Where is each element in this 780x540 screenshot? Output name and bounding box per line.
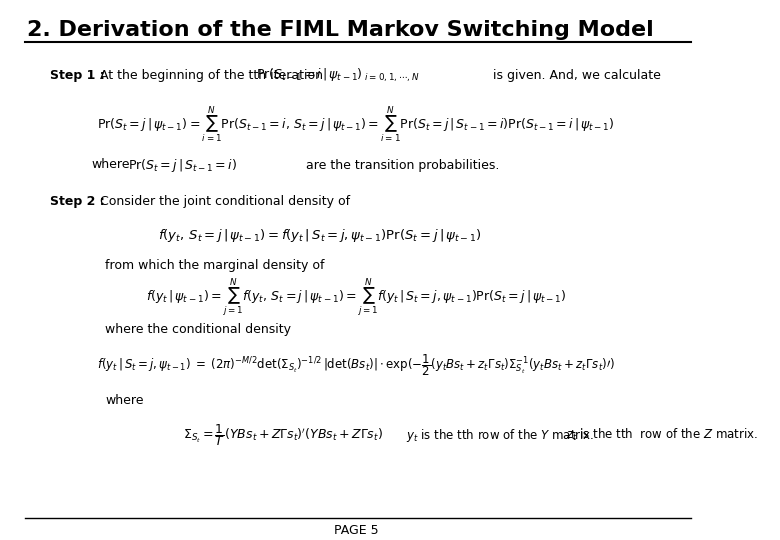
Text: are the transition probabilities.: are the transition probabilities. <box>306 159 499 172</box>
Text: where: where <box>105 394 144 407</box>
Text: where: where <box>91 159 129 172</box>
Text: Step 1 :: Step 1 : <box>50 69 105 82</box>
Text: At the beginning of the tth iteration: At the beginning of the tth iteration <box>101 69 324 82</box>
Text: $\mathrm{Pr}(S_{t-1}=i\,|\,\psi_{t-1})_{\ i=0,1,\cdots,N}$: $\mathrm{Pr}(S_{t-1}=i\,|\,\psi_{t-1})_{… <box>256 66 420 84</box>
Text: $f(y_t\,|\,\psi_{t-1})=\sum_{j=1}^{N}f(y_t,\,S_t=j\,|\,\psi_{t-1})=\sum_{j=1}^{N: $f(y_t\,|\,\psi_{t-1})=\sum_{j=1}^{N}f(y… <box>146 277 566 319</box>
Text: Consider the joint conditional density of: Consider the joint conditional density o… <box>101 195 350 208</box>
Text: $\mathrm{Pr}(S_t=j\,|\,S_{t-1}=i)$: $\mathrm{Pr}(S_t=j\,|\,S_{t-1}=i)$ <box>128 157 237 173</box>
Text: PAGE 5: PAGE 5 <box>334 523 378 537</box>
Text: $\mathrm{Pr}(S_t=j\,|\,\psi_{t-1})=\sum_{i=1}^{N}\mathrm{Pr}(S_{t-1}=i,\,S_t=j\,: $\mathrm{Pr}(S_t=j\,|\,\psi_{t-1})=\sum_… <box>98 105 615 145</box>
Text: is given. And, we calculate: is given. And, we calculate <box>493 69 661 82</box>
Text: $f(y_t,\,S_t=j\,|\,\psi_{t-1})=f(y_t\,|\,S_t=j,\psi_{t-1})\mathrm{Pr}(S_t=j\,|\,: $f(y_t,\,S_t=j\,|\,\psi_{t-1})=f(y_t\,|\… <box>158 226 481 244</box>
Text: $z_t$ is the tth  row of the $Z$ matrix.: $z_t$ is the tth row of the $Z$ matrix. <box>566 427 758 443</box>
Text: Step 2 :: Step 2 : <box>50 195 105 208</box>
Text: 2. Derivation of the FIML Markov Switching Model: 2. Derivation of the FIML Markov Switchi… <box>27 20 654 40</box>
Text: from which the marginal density of: from which the marginal density of <box>105 259 324 272</box>
Text: $f(y_t\,|\,S_t=j,\psi_{t-1})\;=\;(2\pi)^{-M/2}\det(\Sigma_{S_t})^{-1/2}\,|\det(B: $f(y_t\,|\,S_t=j,\psi_{t-1})\;=\;(2\pi)^… <box>97 352 615 378</box>
Text: where the conditional density: where the conditional density <box>105 323 291 336</box>
Text: $\Sigma_{S_t}=\dfrac{1}{T}(YBs_t+Z\Gamma s_t)^{\prime}(YBs_t+Z\Gamma s_t)$: $\Sigma_{S_t}=\dfrac{1}{T}(YBs_t+Z\Gamma… <box>183 422 383 448</box>
Text: $y_t$ is the tth row of the $Y$ matrix.: $y_t$ is the tth row of the $Y$ matrix. <box>406 427 594 443</box>
